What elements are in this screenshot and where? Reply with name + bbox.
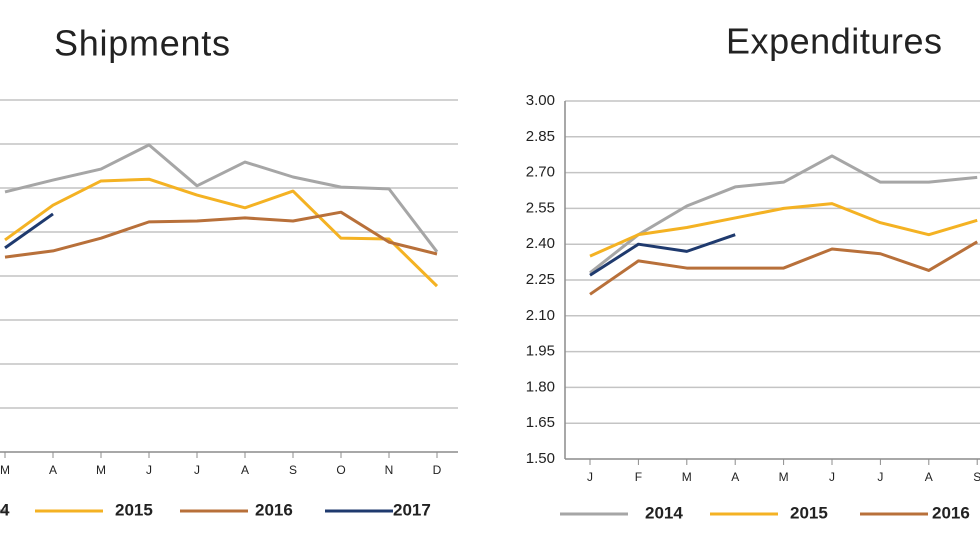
x-tick-label: M	[779, 470, 789, 484]
y-tick-label: 1.50	[526, 450, 555, 467]
x-tick-label: A	[925, 470, 933, 484]
legend-label: 2016	[932, 503, 970, 522]
series-line	[589, 233, 736, 277]
x-tick-label: M	[96, 463, 106, 477]
y-tick-label: 3.00	[526, 92, 555, 109]
x-tick-label: J	[877, 470, 883, 484]
legend-label: 2015	[790, 503, 828, 522]
x-tick-label: M	[682, 470, 692, 484]
legend-label: 2015	[115, 500, 153, 519]
series-line	[589, 202, 978, 258]
y-tick-label: 2.85	[526, 128, 555, 145]
x-tick-label: A	[241, 463, 249, 477]
x-tick-label: J	[194, 463, 200, 477]
y-tick-label: 1.80	[526, 378, 555, 395]
y-tick-label: 1.65	[526, 414, 555, 431]
x-tick-label: S	[289, 463, 297, 477]
y-tick-label: 2.25	[526, 271, 555, 288]
x-tick-label: F	[635, 470, 642, 484]
x-tick-label: J	[146, 463, 152, 477]
x-tick-label: S	[973, 470, 980, 484]
series-line	[589, 240, 978, 296]
x-tick-label: D	[433, 463, 442, 477]
x-tick-label: A	[49, 463, 57, 477]
y-tick-label: 2.70	[526, 164, 555, 181]
series-line	[4, 143, 439, 253]
legend-label: 2017	[393, 500, 431, 519]
y-tick-label: 2.10	[526, 307, 555, 324]
series-line	[589, 154, 978, 275]
y-tick-label: 2.55	[526, 199, 555, 216]
chart-title: Expenditures	[726, 21, 942, 62]
y-tick-label: 2.40	[526, 235, 555, 252]
series-line	[4, 210, 438, 259]
legend-label: 2016	[255, 500, 293, 519]
series-line	[4, 177, 439, 288]
x-tick-label: J	[829, 470, 835, 484]
series-line	[4, 212, 54, 250]
x-tick-label: M	[0, 463, 10, 477]
x-tick-label: O	[336, 463, 345, 477]
x-tick-label: J	[587, 470, 593, 484]
legend-label: 2014	[645, 503, 683, 522]
x-tick-label: A	[731, 470, 739, 484]
chart-title: Shipments	[54, 23, 230, 64]
x-tick-label: N	[385, 463, 394, 477]
y-tick-label: 1.95	[526, 343, 555, 360]
legend-label: 4	[0, 500, 10, 519]
